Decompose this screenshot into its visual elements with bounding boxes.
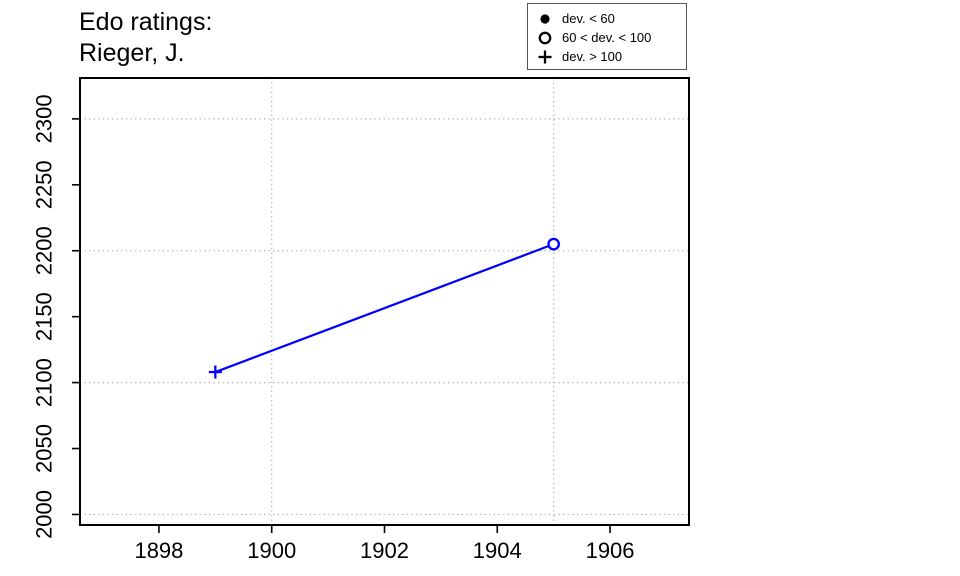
filled-circle-icon [528,11,562,27]
legend-item-label: 60 < dev. < 100 [562,30,652,45]
plus-marker [538,50,552,63]
plot-border [79,77,690,526]
y-axis-tick-label: 2050 [32,424,57,473]
legend: dev. < 60 60 < dev. < 100 dev. > 100 [527,3,687,70]
legend-item: dev. > 100 [528,47,686,66]
y-axis-tick-label: 2200 [32,226,57,275]
open-circle-marker [547,237,561,251]
chart-title: Edo ratings: [79,8,213,36]
legend-item: dev. < 60 [528,9,686,28]
data-line [214,243,555,374]
y-axis-tick-label: 2000 [32,490,57,539]
y-axis-tick-label: 2150 [32,292,57,341]
x-axis-tick-label: 1906 [586,538,635,563]
open-circle-icon [528,30,562,46]
x-axis-tick-label: 1900 [247,538,296,563]
filled-circle-marker [540,13,550,24]
open-circle-marker [538,31,552,44]
legend-item-label: dev. > 100 [562,49,623,64]
x-axis-tick-label: 1902 [360,538,409,563]
plus-marker [208,365,222,379]
x-axis-tick-label: 1898 [134,538,183,563]
y-axis-tick-label: 2300 [32,94,57,143]
y-axis-tick-label: 2100 [32,358,57,407]
x-axis-tick-label: 1904 [473,538,522,563]
plus-icon [528,49,562,65]
y-axis-tick-label: 2250 [32,160,57,209]
chart-subtitle: Rieger, J. [79,39,185,67]
legend-item-label: dev. < 60 [562,11,615,26]
legend-item: 60 < dev. < 100 [528,28,686,47]
